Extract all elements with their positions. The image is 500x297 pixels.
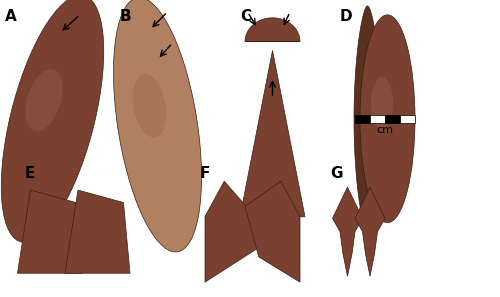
Text: F: F <box>200 166 210 181</box>
Ellipse shape <box>360 15 415 223</box>
Polygon shape <box>245 181 300 282</box>
Ellipse shape <box>26 69 63 131</box>
Text: cm: cm <box>376 125 394 135</box>
Text: C: C <box>240 9 251 24</box>
Ellipse shape <box>133 74 166 138</box>
Bar <box>400 115 415 122</box>
Bar <box>355 115 370 122</box>
Text: G: G <box>330 166 342 181</box>
Text: E: E <box>25 166 35 181</box>
Bar <box>370 115 385 122</box>
Ellipse shape <box>2 0 104 242</box>
Polygon shape <box>18 190 82 273</box>
Text: B: B <box>120 9 132 24</box>
Ellipse shape <box>371 77 393 129</box>
Ellipse shape <box>114 0 202 252</box>
Polygon shape <box>354 6 381 232</box>
Polygon shape <box>245 18 300 42</box>
Polygon shape <box>355 187 385 276</box>
Polygon shape <box>332 187 362 276</box>
Polygon shape <box>205 181 260 282</box>
Text: A: A <box>5 9 17 24</box>
Polygon shape <box>240 50 305 217</box>
Bar <box>385 115 400 122</box>
Polygon shape <box>65 190 130 273</box>
Text: D: D <box>340 9 352 24</box>
